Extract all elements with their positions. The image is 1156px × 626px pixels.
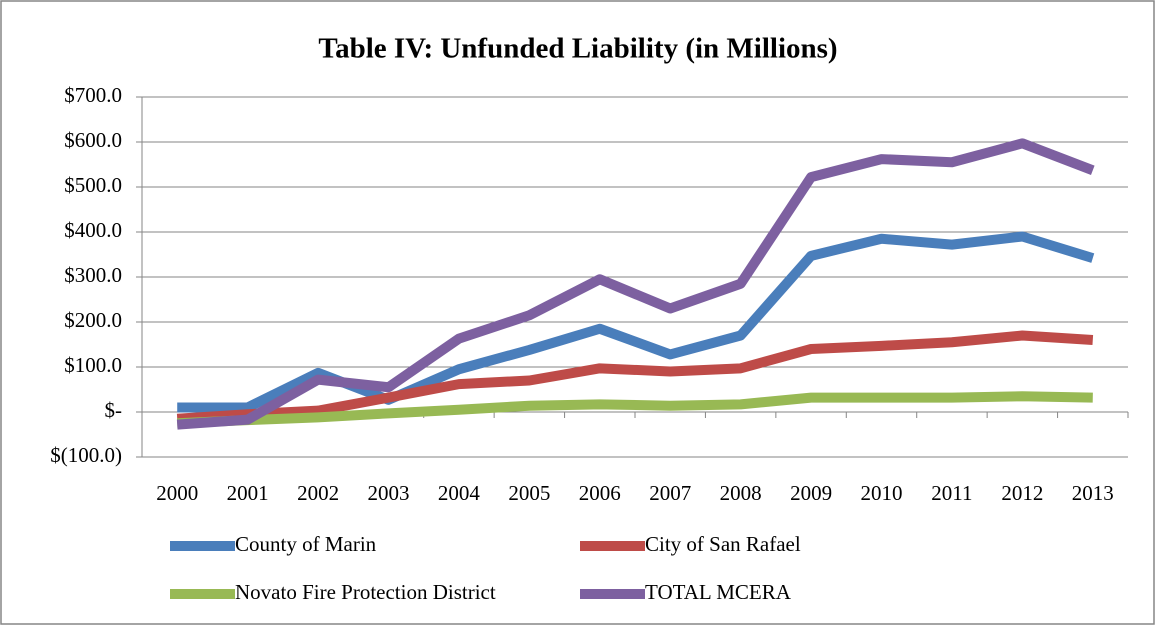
y-tick-label: $(100.0) xyxy=(50,443,122,467)
x-tick-label: 2008 xyxy=(720,481,762,505)
legend-label: TOTAL MCERA xyxy=(645,580,792,604)
y-tick-label: $300.0 xyxy=(64,263,122,287)
series-line xyxy=(176,391,1093,429)
chart-title: Table IV: Unfunded Liability (in Million… xyxy=(318,33,837,65)
x-tick-label: 2002 xyxy=(297,481,339,505)
x-tick-label: 2006 xyxy=(579,481,621,505)
x-tick-label: 2004 xyxy=(438,481,481,505)
y-tick-label: $700.0 xyxy=(64,83,122,107)
legend-label: County of Marin xyxy=(235,532,377,556)
x-tick-label: 2000 xyxy=(156,481,198,505)
y-tick-label: $200.0 xyxy=(64,308,122,332)
y-tick-label: $- xyxy=(105,398,123,422)
x-tick-label: 2010 xyxy=(861,481,903,505)
y-tick-label: $100.0 xyxy=(64,353,122,377)
x-tick-label: 2007 xyxy=(649,481,691,505)
x-tick-label: 2013 xyxy=(1072,481,1114,505)
legend-label: City of San Rafael xyxy=(645,532,801,556)
y-tick-label: $500.0 xyxy=(64,173,122,197)
x-tick-label: 2012 xyxy=(1001,481,1043,505)
y-tick-label: $400.0 xyxy=(64,218,122,242)
x-tick-label: 2003 xyxy=(368,481,410,505)
y-tick-label: $600.0 xyxy=(64,128,122,152)
x-tick-label: 2009 xyxy=(790,481,832,505)
x-tick-label: 2005 xyxy=(508,481,550,505)
legend-label: Novato Fire Protection District xyxy=(235,580,496,604)
series-line xyxy=(176,330,1094,424)
x-tick-label: 2001 xyxy=(227,481,269,505)
x-tick-label: 2011 xyxy=(931,481,972,505)
series-line xyxy=(176,138,1095,430)
